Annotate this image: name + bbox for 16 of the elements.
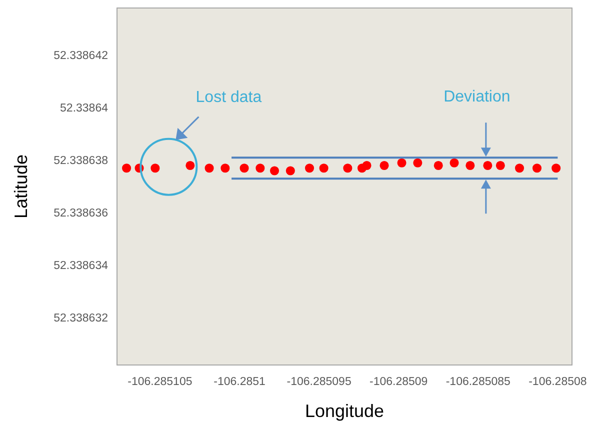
x-tick-label: -106.28508 xyxy=(528,376,587,388)
y-tick-label: 52.338642 xyxy=(54,50,108,62)
y-tick-label: 52.338634 xyxy=(54,260,109,272)
y-axis-title: Latitude xyxy=(11,154,31,219)
y-tick-label: 52.338636 xyxy=(54,207,108,220)
x-axis-title: Longitude xyxy=(304,401,384,421)
x-tick-label: -106.2851 xyxy=(214,376,266,388)
annotation: Deviation xyxy=(444,88,510,106)
x-tick-label: -106.28509 xyxy=(369,376,428,388)
x-tick-label: -106.285105 xyxy=(128,376,192,388)
x-tick-label: -106.285095 xyxy=(286,376,352,388)
annotation: Lost data xyxy=(196,88,262,106)
y-tick-label: 52.338638 xyxy=(54,154,108,167)
x-tick-label: -106.285085 xyxy=(446,376,510,388)
y-tick-label: 52.33864 xyxy=(60,102,109,114)
y-tick-label: 52.338632 xyxy=(54,312,108,324)
